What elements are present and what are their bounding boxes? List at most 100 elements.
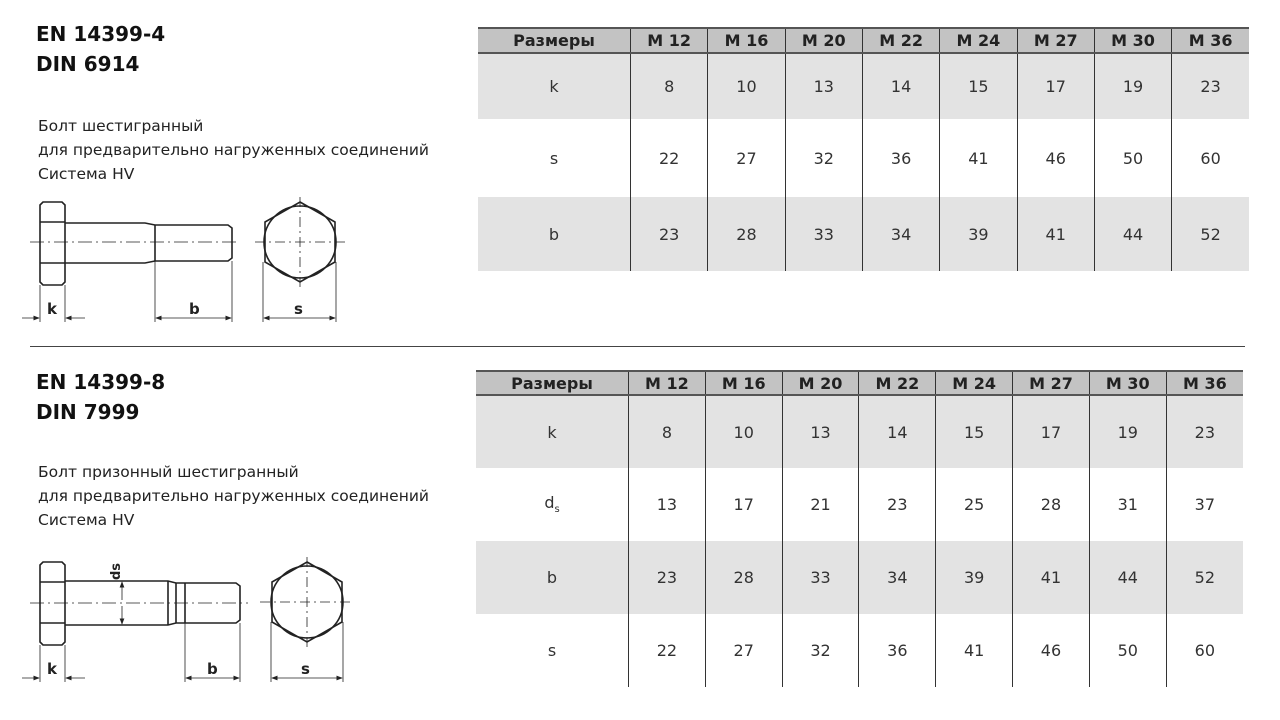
table-cell: 17 xyxy=(1016,53,1095,119)
table-cell: 44 xyxy=(1093,197,1172,271)
description-2: Болт призонный шестигранный для предвари… xyxy=(38,463,429,529)
table-cell: 23 xyxy=(628,541,706,614)
dimensions-table-2: Размеры M 12 M 16 M 20 M 22 M 24 M 27 M 30 M 36 k… xyxy=(476,370,1243,687)
row-label: s xyxy=(549,148,559,168)
table-cell: 31 xyxy=(1088,468,1167,541)
table-cell: 22 xyxy=(629,119,708,197)
table-cell: 17 xyxy=(704,468,783,541)
table-cell: 15 xyxy=(939,53,1018,119)
table-cell: 60 xyxy=(1171,119,1249,197)
row-label: ds xyxy=(544,493,560,516)
table-cell: 52 xyxy=(1165,541,1243,614)
fitted-bolt-top-view xyxy=(260,557,354,682)
table-cell: 13 xyxy=(781,395,859,468)
table-cell: 46 xyxy=(1016,119,1095,197)
table-cell: 39 xyxy=(939,197,1018,271)
column-header: M 20 xyxy=(781,370,859,396)
table-cell: 32 xyxy=(784,119,863,197)
row-header-title: Размеры xyxy=(476,370,629,396)
table-cell: 25 xyxy=(935,468,1013,541)
table-cell: 44 xyxy=(1088,541,1167,614)
column-header: M 12 xyxy=(628,370,706,396)
row-label: b xyxy=(478,197,631,271)
hex-bolt-side-view xyxy=(22,201,240,322)
column-header: M 24 xyxy=(935,370,1013,396)
table-cell: 10 xyxy=(707,53,786,119)
dim-label-b: b xyxy=(207,660,218,678)
table-cell: 34 xyxy=(858,541,936,614)
table-header-row: Размеры M 12 M 16 M 20 M 22 M 24 M 27 M 30 M 36 xyxy=(476,370,1243,396)
row-label: b xyxy=(476,541,629,614)
table-cell: 14 xyxy=(861,53,940,119)
table-cell: 27 xyxy=(704,614,783,687)
table-cell: 8 xyxy=(628,395,706,468)
dim-label-k: k xyxy=(47,660,58,678)
dimensions-table-1: Размеры M 12 M 16 M 20 M 22 M 24 M 27 M 30 M 36 k… xyxy=(478,27,1249,271)
table-row: ds 13 17 21 23 25 28 31 37 xyxy=(476,468,1243,541)
table-cell: 14 xyxy=(858,395,936,468)
column-header: M 16 xyxy=(707,27,786,54)
table-cell: 50 xyxy=(1088,614,1167,687)
description-1: Болт шестигранный для предварительно наг… xyxy=(38,117,429,183)
fitted-bolt-side-view xyxy=(22,561,248,682)
table-cell: 41 xyxy=(939,119,1018,197)
standard-title-2: EN 14399-8 DIN 7999 xyxy=(36,370,166,424)
table-cell: 41 xyxy=(1012,541,1090,614)
table-cell: 8 xyxy=(629,53,708,119)
dim-label-ds: ds xyxy=(109,563,124,580)
hex-bolt-top-view xyxy=(255,197,345,322)
table-cell: 23 xyxy=(1171,53,1249,119)
table-cell: 33 xyxy=(784,197,863,271)
table-cell: 23 xyxy=(858,468,936,541)
table-cell: 32 xyxy=(781,614,859,687)
table-cell: 33 xyxy=(781,541,859,614)
row-label: s xyxy=(547,641,557,660)
table-cell: 41 xyxy=(935,614,1013,687)
column-header: M 22 xyxy=(861,27,940,54)
table-cell: 19 xyxy=(1093,53,1172,119)
table-cell: 36 xyxy=(861,119,940,197)
table-row: s 22 27 32 36 41 46 50 60 xyxy=(478,119,1249,197)
table-cell: 21 xyxy=(781,468,859,541)
dim-label-b: b xyxy=(189,300,200,318)
table-cell: 28 xyxy=(707,197,786,271)
column-header: M 27 xyxy=(1012,370,1090,396)
table-cell: 28 xyxy=(704,541,783,614)
column-header: M 20 xyxy=(784,27,863,54)
column-header: M 24 xyxy=(939,27,1018,54)
table-cell: 37 xyxy=(1165,468,1243,541)
column-header: M 16 xyxy=(704,370,783,396)
table-cell: 17 xyxy=(1012,395,1090,468)
table-cell: 23 xyxy=(629,197,708,271)
table-cell: 46 xyxy=(1012,614,1090,687)
section-divider xyxy=(30,346,1245,347)
table-cell: 39 xyxy=(935,541,1013,614)
table-row: b 23 28 33 34 39 41 44 52 xyxy=(478,197,1249,271)
table-cell: 41 xyxy=(1016,197,1095,271)
table-cell: 52 xyxy=(1171,197,1249,271)
table-cell: 13 xyxy=(784,53,863,119)
table-cell: 15 xyxy=(935,395,1013,468)
column-header: M 22 xyxy=(858,370,936,396)
row-header-title: Размеры xyxy=(478,27,631,54)
table-row: k 8 10 13 14 15 17 19 23 xyxy=(476,395,1243,468)
table-cell: 27 xyxy=(707,119,786,197)
column-header: M 30 xyxy=(1088,370,1167,396)
table-row: b 23 28 33 34 39 41 44 52 xyxy=(476,541,1243,614)
table-cell: 36 xyxy=(858,614,936,687)
table-cell: 10 xyxy=(704,395,783,468)
table-cell: 23 xyxy=(1165,395,1243,468)
table-cell: 50 xyxy=(1093,119,1172,197)
dim-label-k: k xyxy=(47,300,58,318)
table-cell: 34 xyxy=(861,197,940,271)
table-cell: 22 xyxy=(628,614,706,687)
column-header: M 36 xyxy=(1165,370,1243,396)
table-header-row: Размеры M 12 M 16 M 20 M 22 M 24 M 27 M 30 M 36 xyxy=(478,27,1249,54)
column-header: M 30 xyxy=(1093,27,1172,54)
dim-label-s: s xyxy=(301,660,310,678)
column-header: M 12 xyxy=(629,27,708,54)
column-header: M 27 xyxy=(1016,27,1095,54)
table-row: k 8 10 13 14 15 17 19 23 xyxy=(478,53,1249,119)
column-header: M 36 xyxy=(1171,27,1249,54)
